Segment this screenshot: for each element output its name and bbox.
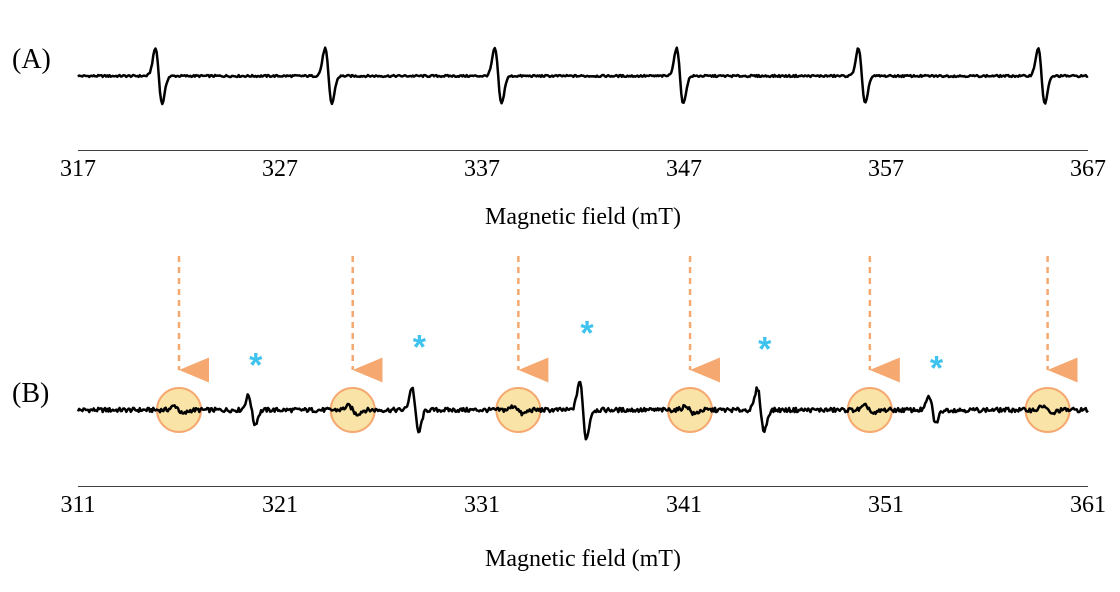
asterisk-marker: * (413, 328, 426, 367)
asterisk-marker: * (930, 349, 943, 388)
asterisk-marker: * (249, 347, 262, 386)
asterisk-marker: * (758, 331, 771, 370)
axis-label: Magnetic field (mT) (78, 546, 1088, 573)
asterisk-marker: * (580, 315, 593, 354)
